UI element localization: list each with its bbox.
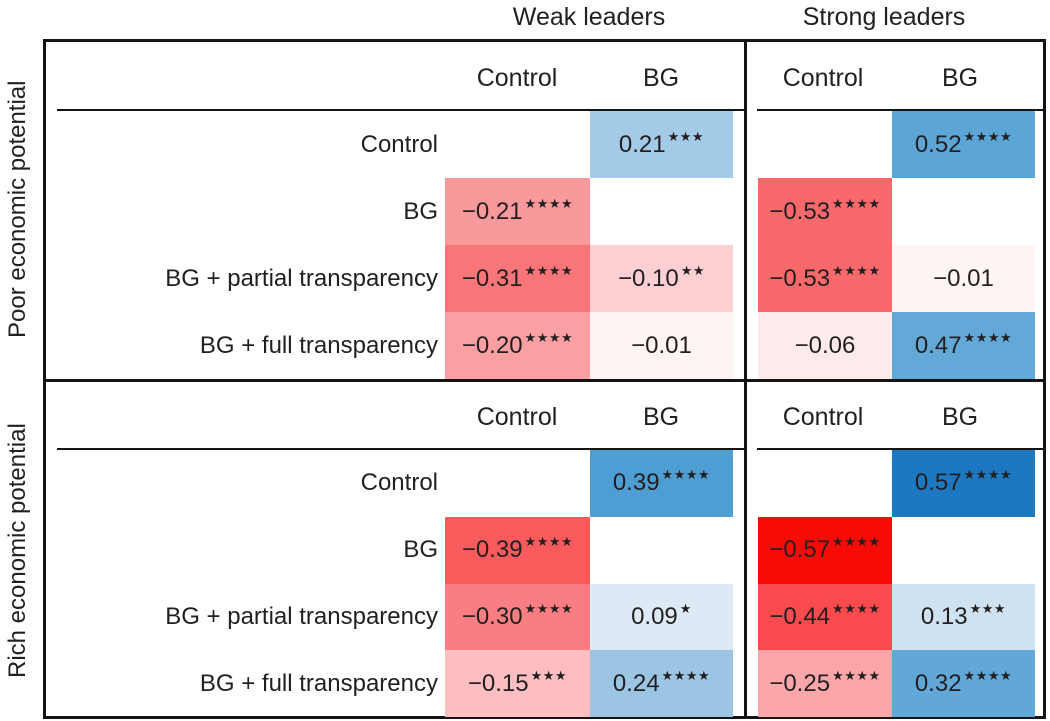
panel-divider-horizontal: [43, 379, 1046, 382]
column-group-header-weak-leaders: Weak leaders: [512, 3, 666, 31]
row-group-label-rich-economic-potential: Rich economic potential: [4, 423, 31, 678]
row-group-label-poor-economic-potential: Poor economic potential: [4, 80, 31, 338]
column-group-header-strong-leaders: Strong leaders: [802, 3, 966, 31]
